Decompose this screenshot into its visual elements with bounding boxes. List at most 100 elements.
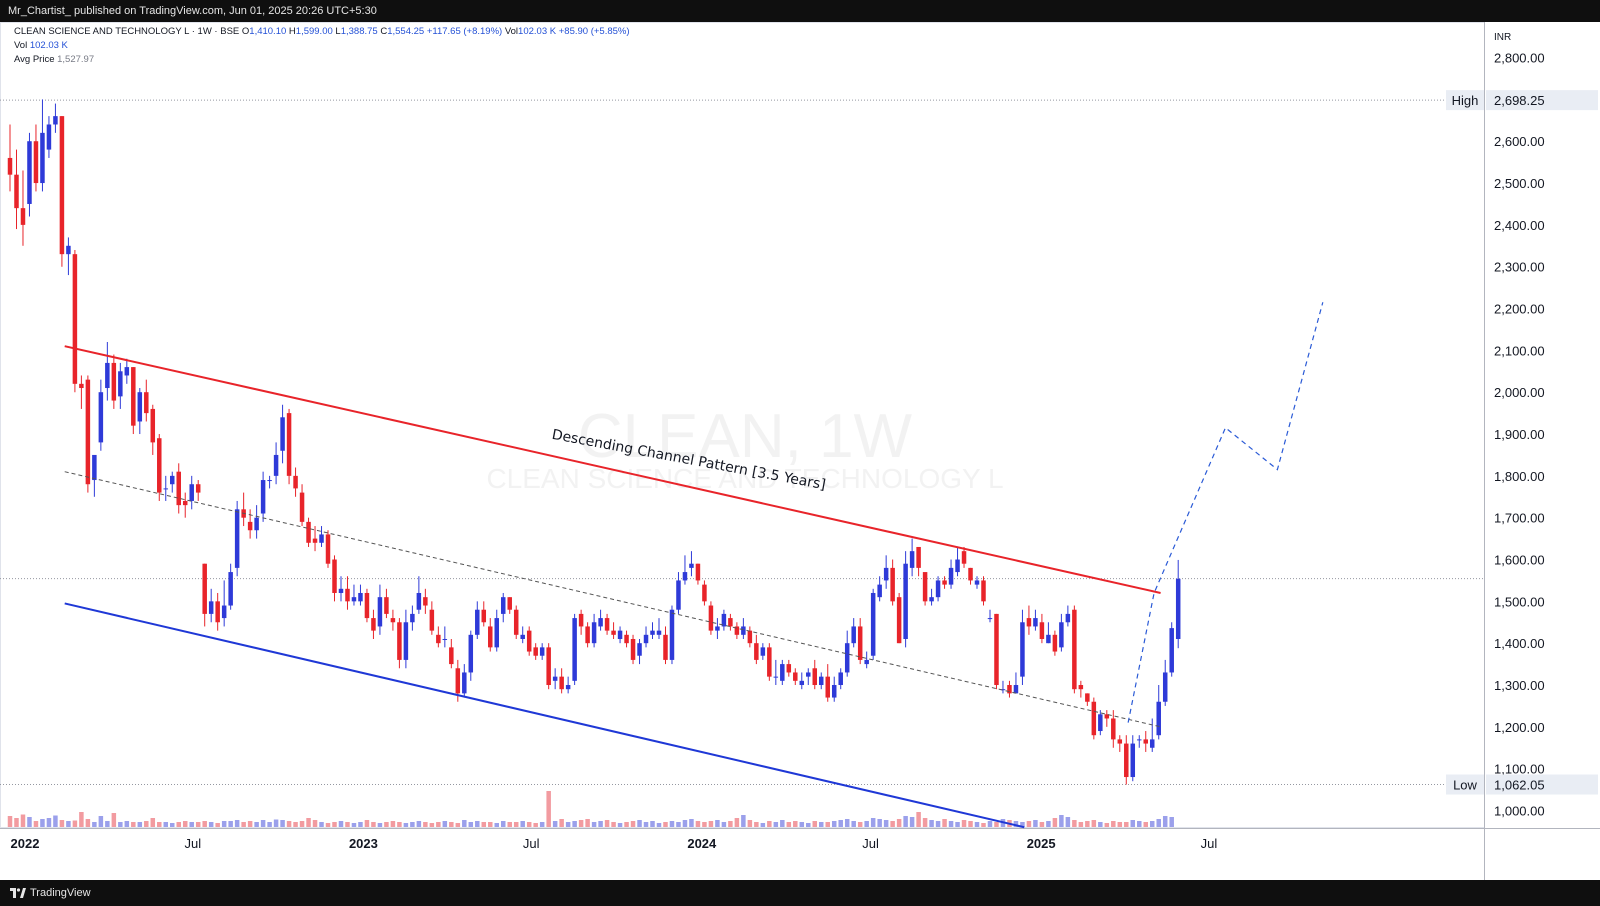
- volume-bar: [1149, 821, 1155, 827]
- price-tick-label: 1,900.00: [1494, 427, 1545, 442]
- candle: [806, 668, 811, 686]
- candle-body: [721, 613, 727, 627]
- volume-bar: [844, 819, 850, 827]
- candle-body: [319, 534, 324, 543]
- candle-body: [974, 580, 980, 585]
- volume-bar: [786, 822, 792, 827]
- candle: [1091, 697, 1097, 740]
- candle-body: [896, 597, 902, 644]
- volume-bar: [170, 823, 175, 827]
- candle-body: [254, 517, 259, 531]
- volume-bar: [974, 822, 980, 827]
- candle-body: [877, 584, 882, 598]
- candle: [598, 609, 603, 631]
- candle: [442, 626, 448, 648]
- candle: [40, 99, 45, 192]
- legend-ohlc-row: CLEAN SCIENCE AND TECHNOLOGY L · 1W · BS…: [14, 26, 630, 37]
- candle: [260, 471, 266, 522]
- volume-bar: [358, 822, 363, 827]
- candle: [299, 484, 305, 527]
- candle: [922, 572, 928, 606]
- legend-high-value: 1,599.00: [295, 26, 333, 37]
- volume-bar: [59, 820, 65, 827]
- volume-bar: [617, 823, 623, 827]
- legend-open-label: O: [241, 26, 250, 37]
- volume-bar: [338, 821, 344, 827]
- volume-bar: [624, 822, 629, 827]
- volume-bar: [793, 821, 798, 827]
- candle: [870, 588, 876, 660]
- candle: [552, 668, 558, 690]
- price-tick-label: 2,800.00: [1494, 51, 1545, 66]
- candle: [1104, 710, 1110, 727]
- candle: [325, 530, 331, 568]
- candle: [241, 492, 246, 527]
- candle-body: [1026, 618, 1032, 627]
- candle: [390, 609, 396, 631]
- time-tick-label: Jul: [185, 836, 202, 851]
- volume-bar: [650, 821, 655, 827]
- candle-body: [682, 572, 688, 581]
- candle-body: [546, 647, 551, 686]
- volume-bar: [221, 821, 227, 827]
- time-tick-label: 2023: [349, 836, 378, 851]
- volume-bar: [286, 821, 292, 827]
- candle-body: [1052, 634, 1058, 652]
- volume-bar: [637, 820, 642, 827]
- candle: [819, 672, 824, 690]
- price-tick-label: 2,100.00: [1494, 343, 1545, 358]
- candle: [656, 618, 662, 639]
- candle-body: [760, 647, 766, 656]
- tradingview-logo[interactable]: TradingView: [10, 880, 91, 906]
- candle: [33, 124, 39, 192]
- volume-bar: [780, 820, 785, 827]
- candle: [630, 634, 636, 665]
- candle-body: [137, 392, 143, 422]
- candle: [1072, 605, 1077, 694]
- volume-bar: [228, 821, 233, 827]
- candle-body: [624, 634, 629, 644]
- candle-body: [1078, 685, 1084, 690]
- candle: [825, 664, 830, 702]
- volume-bar: [1156, 819, 1161, 827]
- volume-bar: [903, 816, 908, 827]
- legend-vol-change: +85.90 (+5.85%): [558, 26, 630, 37]
- volume-bar: [643, 822, 649, 827]
- candle-body: [66, 245, 71, 255]
- candle: [507, 597, 512, 614]
- candle-body: [572, 618, 577, 681]
- watermark-name: CLEAN SCIENCE AND TECHNOLOGY L: [486, 463, 1003, 494]
- candle-body: [916, 546, 921, 568]
- volume-bar: [864, 821, 869, 827]
- volume-bar: [831, 821, 837, 827]
- volume-bar: [98, 816, 104, 827]
- volume-bar: [306, 818, 311, 827]
- candle-body: [1162, 672, 1168, 702]
- candle-body: [650, 630, 655, 635]
- candle-body: [306, 521, 311, 543]
- volume-bar: [1169, 817, 1174, 827]
- candle-body: [754, 643, 759, 660]
- volume-bar: [546, 791, 551, 827]
- volume-bar: [1039, 822, 1045, 827]
- candle: [377, 584, 383, 635]
- volume-bar: [66, 821, 71, 827]
- candle: [98, 379, 104, 451]
- volume-bar: [585, 819, 590, 827]
- candle: [254, 505, 259, 539]
- candle: [345, 576, 350, 610]
- candle: [1149, 718, 1155, 752]
- candle-body: [118, 371, 123, 397]
- candle-body: [689, 563, 694, 568]
- candle: [273, 442, 279, 485]
- candle-body: [1130, 743, 1136, 778]
- candle-body: [157, 438, 162, 493]
- candle-body: [79, 383, 84, 389]
- candle-body: [475, 609, 480, 635]
- marker-tag-bg: [1446, 90, 1484, 111]
- candle: [1033, 609, 1038, 631]
- candle-body: [182, 500, 188, 506]
- candle: [468, 630, 474, 681]
